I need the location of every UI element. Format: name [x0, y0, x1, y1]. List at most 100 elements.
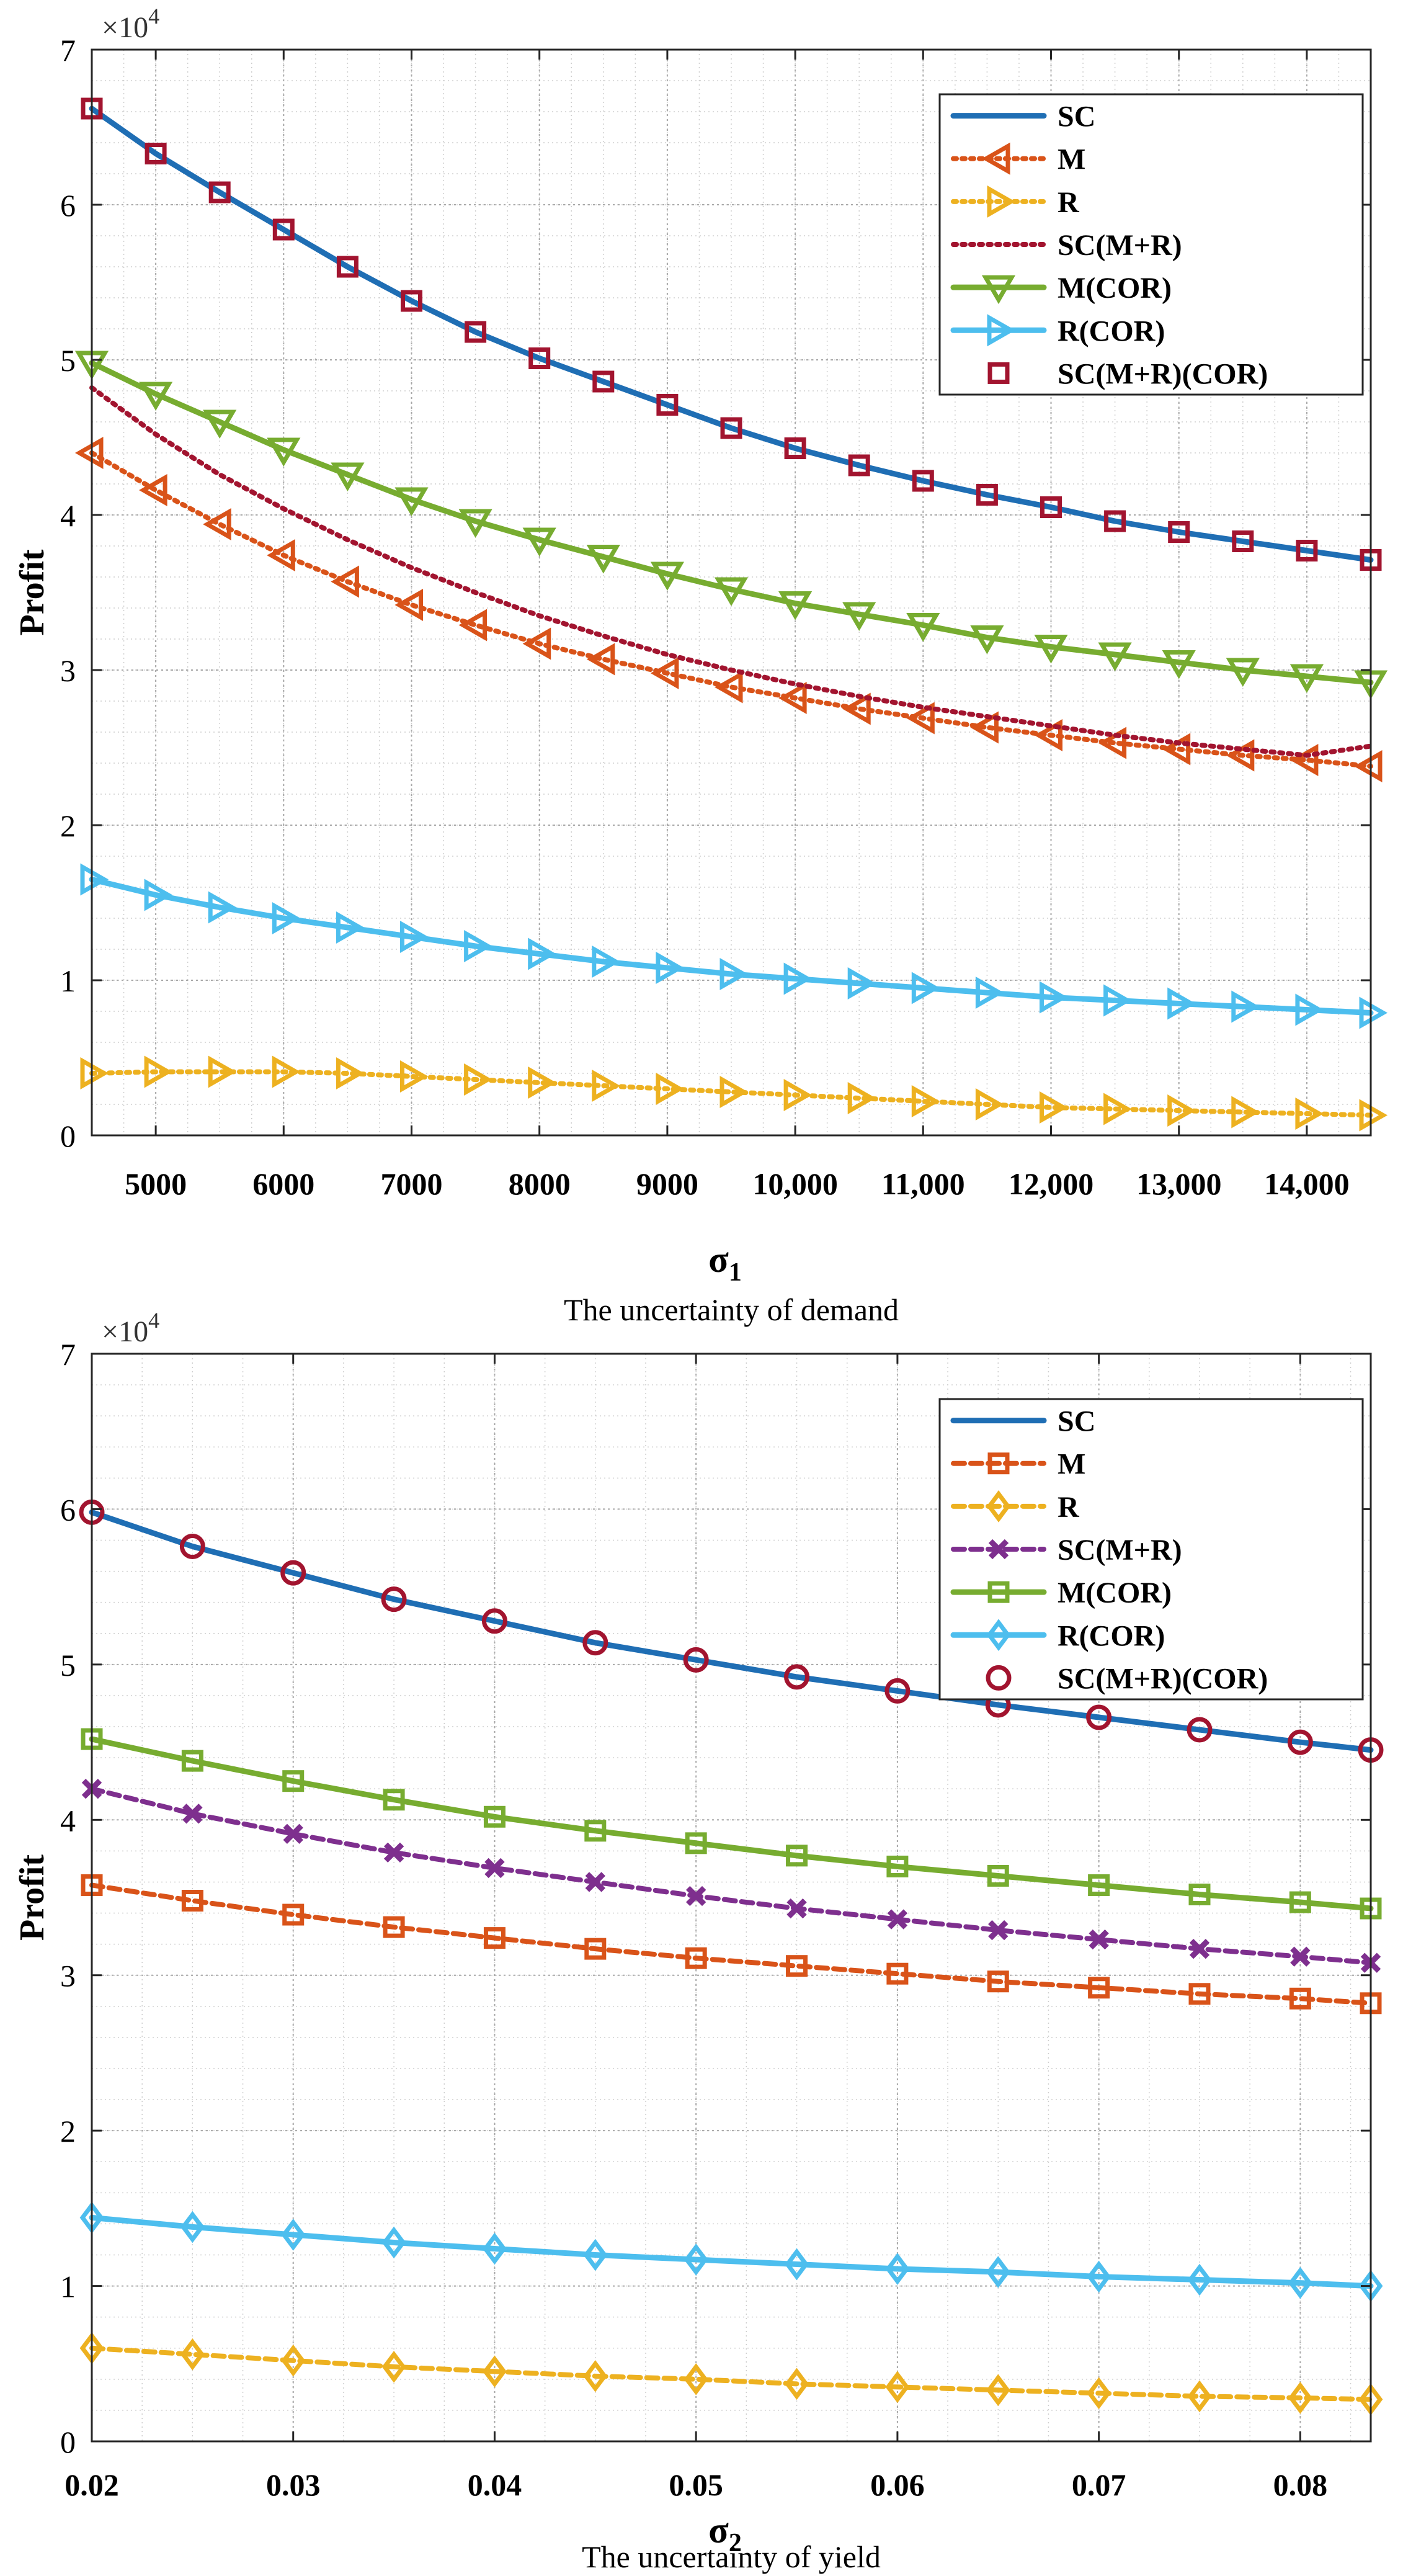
- axis-exponent: ×104: [102, 4, 159, 44]
- data-point-m: [584, 1938, 607, 1960]
- data-point-sc-m-r-cor: [381, 1586, 407, 1612]
- data-point-sc-m-r-cor: [884, 1678, 911, 1704]
- data-point-m-cor: [650, 561, 684, 591]
- data-point-r: [1231, 1096, 1260, 1129]
- data-point-r-cor: [464, 929, 492, 963]
- data-point-m-cor: [331, 462, 365, 491]
- data-point-r-cor: [1040, 981, 1068, 1014]
- legend-marker-sc-m-r-cor: [987, 362, 1010, 384]
- x-tick-label: 13,000: [1136, 1166, 1222, 1201]
- legend-label: SC(M+R): [1058, 1534, 1182, 1567]
- data-point-r: [1288, 2382, 1312, 2414]
- series-line-r: [89, 2345, 1373, 2402]
- data-point-r: [986, 2374, 1010, 2407]
- data-point-m: [786, 1955, 808, 1977]
- data-point-r-cor: [208, 891, 237, 924]
- data-point-m: [842, 692, 871, 725]
- y-tick-label: 3: [60, 653, 76, 688]
- data-point-r-cor: [80, 863, 109, 896]
- data-point-m-cor: [1098, 642, 1132, 671]
- data-point-m: [586, 643, 615, 676]
- series-line-r-cor: [89, 2214, 1374, 2289]
- data-point-sc-m-r: [383, 1842, 404, 1863]
- y-tick-label: 6: [60, 1492, 76, 1527]
- data-point-sc-m-r-cor: [656, 394, 679, 416]
- legend-label: M(COR): [1058, 1576, 1172, 1609]
- data-point-r-cor: [911, 972, 940, 1004]
- legend-entry-r-cor: R(COR): [950, 1619, 1165, 1652]
- data-point-sc-m-r-cor: [683, 1647, 709, 1673]
- data-point-r: [785, 2368, 809, 2400]
- data-point-r: [1040, 1091, 1068, 1124]
- legend-entry-sc: SC: [950, 101, 1095, 133]
- legend-entry-sc-m-r-cor: SC(M+R)(COR): [986, 1662, 1268, 1695]
- data-point-r-cor: [180, 2211, 205, 2243]
- series-line-sc: [89, 1509, 1374, 1753]
- data-point-sc-m-r-cor: [179, 1534, 205, 1560]
- data-point-r: [281, 2344, 306, 2377]
- data-point-r-cor: [785, 2248, 809, 2281]
- legend-label: M: [1058, 1448, 1085, 1481]
- y-tick-label: 7: [60, 33, 76, 68]
- data-point-m: [383, 1916, 405, 1938]
- x-axis-subscript: 2: [729, 2529, 742, 2557]
- legend-marker-r: [986, 1490, 1011, 1523]
- data-point-m-cor: [586, 545, 620, 574]
- data-point-m: [1098, 727, 1127, 759]
- data-point-m-cor: [987, 1864, 1009, 1887]
- data-point-sc-m-r: [1089, 1929, 1109, 1950]
- y-tick-label: 0: [60, 2425, 76, 2459]
- series-r-cor: [80, 863, 1388, 1029]
- data-point-r-cor: [1288, 2266, 1312, 2299]
- data-point-sc-m-r-cor: [720, 417, 742, 439]
- y-tick-label: 5: [60, 1648, 76, 1683]
- x-tick-label: 8000: [509, 1166, 571, 1201]
- series-line-m: [89, 450, 1373, 769]
- data-point-sc-m-r: [887, 1909, 908, 1930]
- data-point-r: [719, 1075, 749, 1109]
- data-point-m-cor: [1289, 1891, 1311, 1913]
- data-point-m: [1034, 718, 1062, 752]
- data-point-m-cor: [1034, 635, 1068, 664]
- data-point-m-cor: [842, 602, 876, 631]
- data-point-m-cor: [786, 1845, 808, 1867]
- data-point-m-cor: [282, 1770, 305, 1792]
- data-point-r: [1087, 2377, 1111, 2410]
- legend-label: SC(M+R): [1058, 229, 1182, 262]
- data-point-m: [906, 702, 935, 735]
- data-point-sc-m-r-cor: [976, 484, 998, 506]
- data-point-m-cor: [1188, 1883, 1211, 1905]
- data-point-m-cor: [383, 1789, 405, 1811]
- data-point-r: [684, 2363, 708, 2395]
- legend-entry-sc-m-r: SC(M+R): [951, 229, 1182, 262]
- data-point-sc-m-r: [685, 1885, 706, 1907]
- x-tick-label: 10,000: [752, 1166, 838, 1201]
- legend-label: R: [1058, 186, 1080, 219]
- y-tick-label: 3: [60, 1959, 76, 1993]
- data-point-r-cor: [381, 2226, 406, 2259]
- data-point-r: [1359, 1099, 1388, 1132]
- series-line-m: [89, 1882, 1373, 2006]
- legend-marker-m: [987, 1452, 1010, 1475]
- legend-entry-r: R: [951, 185, 1080, 219]
- data-point-r: [381, 2350, 406, 2383]
- data-point-r-cor: [684, 2243, 708, 2276]
- axis-exponent: ×104: [102, 1308, 159, 1348]
- legend-entry-r: R: [951, 1490, 1080, 1524]
- legend-entry-r-cor: R(COR): [950, 314, 1165, 347]
- data-point-sc-m-r-cor: [1104, 510, 1126, 532]
- data-point-sc-m-r-cor: [784, 1664, 810, 1690]
- data-point-r-cor: [336, 911, 365, 944]
- data-point-sc-m-r-cor: [481, 1608, 507, 1634]
- legend-label: R(COR): [1058, 1619, 1165, 1652]
- legend-marker-sc-m-r-cor: [986, 1665, 1012, 1691]
- data-point-r: [400, 1060, 429, 1093]
- data-point-sc-m-r-cor: [280, 1560, 306, 1586]
- y-tick-label: 2: [60, 2114, 76, 2149]
- series-sc: [89, 1509, 1374, 1753]
- data-point-r-cor: [1295, 993, 1324, 1026]
- data-point-m: [74, 436, 104, 470]
- data-point-r-cor: [1087, 2260, 1111, 2293]
- data-point-r-cor: [483, 2232, 507, 2265]
- series-group: [74, 97, 1388, 1132]
